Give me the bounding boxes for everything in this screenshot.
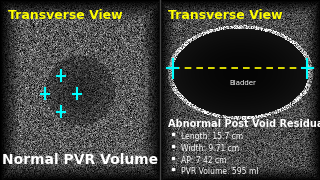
Text: Normal PVR Volume: Normal PVR Volume — [2, 153, 158, 167]
Text: Abnormal Post Void Residual Volume: Abnormal Post Void Residual Volume — [168, 119, 320, 129]
Text: PVR Volume: 595 ml: PVR Volume: 595 ml — [181, 167, 258, 176]
Text: Transverse View: Transverse View — [168, 9, 283, 22]
Text: Transverse View: Transverse View — [8, 9, 123, 22]
Text: Length: 15.7 cm: Length: 15.7 cm — [181, 132, 243, 141]
Text: AP: 7.42 cm: AP: 7.42 cm — [181, 156, 226, 165]
Text: Dr. Sam's Imaging Library: Dr. Sam's Imaging Library — [145, 54, 150, 126]
Text: Width: 9.71 cm: Width: 9.71 cm — [181, 144, 239, 153]
Text: Bladder: Bladder — [230, 80, 257, 86]
